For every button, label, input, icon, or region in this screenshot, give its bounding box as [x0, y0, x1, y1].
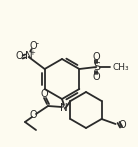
Text: CH₃: CH₃ — [112, 62, 129, 71]
Text: -: - — [36, 40, 39, 49]
Text: N: N — [25, 51, 33, 61]
Text: O: O — [30, 110, 37, 120]
Text: O: O — [29, 41, 37, 51]
Text: N: N — [60, 103, 68, 113]
Text: O: O — [92, 52, 100, 62]
Text: O: O — [92, 72, 100, 82]
Text: O: O — [119, 121, 126, 131]
Text: S: S — [93, 62, 100, 72]
Text: O: O — [16, 51, 23, 61]
Text: O: O — [40, 89, 48, 99]
Text: +: + — [29, 50, 35, 56]
